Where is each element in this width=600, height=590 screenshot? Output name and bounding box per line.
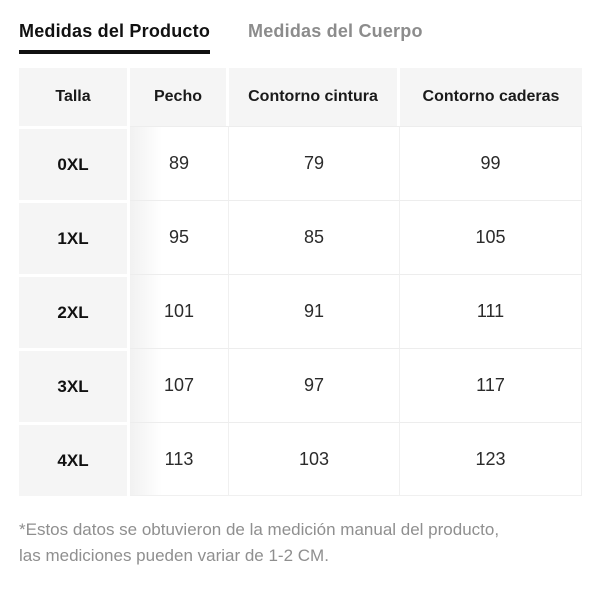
- tab-medidas-del-producto[interactable]: Medidas del Producto: [19, 21, 211, 54]
- column-header-contorno-cintura: Contorno cintura: [229, 68, 400, 126]
- measure-cell: 105: [400, 200, 582, 274]
- size-cell: 1XL: [19, 200, 130, 274]
- size-cell: 4XL: [19, 422, 130, 496]
- table-row: 4XL 113 103 123: [19, 422, 582, 496]
- measure-cell: 89: [130, 126, 229, 200]
- measure-cell: 117: [400, 348, 582, 422]
- measure-cell: 79: [229, 126, 400, 200]
- table-header-row: Talla Pecho Contorno cintura Contorno ca…: [19, 68, 582, 126]
- measure-cell: 107: [130, 348, 229, 422]
- measure-cell: 97: [229, 348, 400, 422]
- size-chart-table: Talla Pecho Contorno cintura Contorno ca…: [19, 68, 582, 496]
- table-row: 1XL 95 85 105: [19, 200, 582, 274]
- measure-cell: 111: [400, 274, 582, 348]
- tab-bar: Medidas del Producto Medidas del Cuerpo: [0, 0, 600, 54]
- table-row: 3XL 107 97 117: [19, 348, 582, 422]
- measure-cell: 91: [229, 274, 400, 348]
- disclaimer-line-2: las mediciones pueden variar de 1-2 CM.: [19, 546, 329, 565]
- size-cell: 0XL: [19, 126, 130, 200]
- size-cell: 3XL: [19, 348, 130, 422]
- table-row: 2XL 101 91 111: [19, 274, 582, 348]
- measure-cell: 113: [130, 422, 229, 496]
- measure-cell: 99: [400, 126, 582, 200]
- measure-cell: 123: [400, 422, 582, 496]
- measure-cell: 103: [229, 422, 400, 496]
- table-row: 0XL 89 79 99: [19, 126, 582, 200]
- tab-medidas-del-cuerpo[interactable]: Medidas del Cuerpo: [248, 21, 423, 41]
- column-header-talla: Talla: [19, 68, 130, 126]
- disclaimer-line-1: *Estos datos se obtuvieron de la medició…: [19, 520, 500, 539]
- measurement-disclaimer: *Estos datos se obtuvieron de la medició…: [19, 517, 580, 569]
- size-cell: 2XL: [19, 274, 130, 348]
- column-header-contorno-caderas: Contorno caderas: [400, 68, 582, 126]
- measure-cell: 101: [130, 274, 229, 348]
- column-header-pecho: Pecho: [130, 68, 229, 126]
- measure-cell: 95: [130, 200, 229, 274]
- measure-cell: 85: [229, 200, 400, 274]
- size-chart-table-container[interactable]: Talla Pecho Contorno cintura Contorno ca…: [19, 68, 582, 496]
